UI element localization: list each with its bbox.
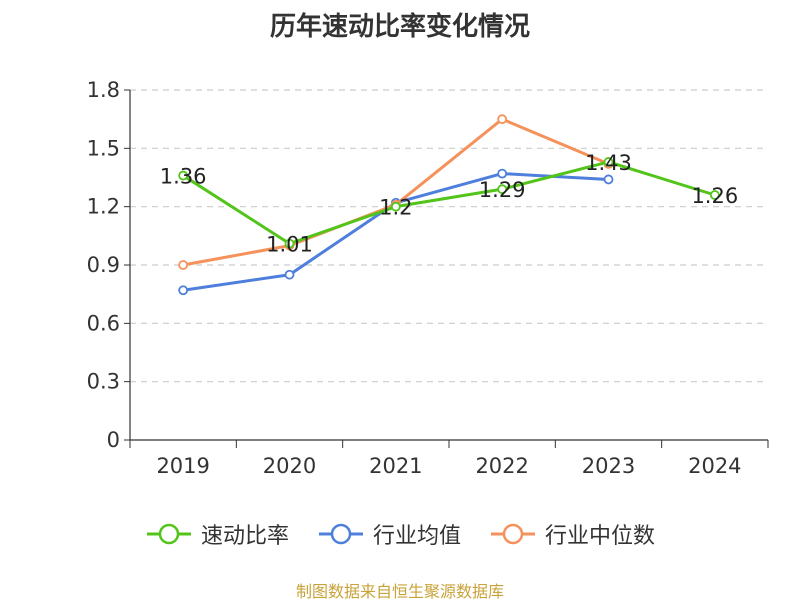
- series-line: [182, 117, 610, 267]
- y-tick-label: 0.3: [87, 370, 120, 394]
- data-point: [390, 201, 401, 212]
- y-tick-label: 1.8: [87, 78, 120, 102]
- data-label: 1.36: [160, 165, 207, 189]
- data-point: [284, 238, 295, 249]
- data-point: [603, 157, 614, 167]
- y-tick-label: 0.6: [87, 311, 120, 335]
- x-tick-label: 2022: [475, 454, 528, 478]
- x-tick-label: 2024: [688, 454, 741, 478]
- legend-item[interactable]: 行业均值: [317, 518, 461, 550]
- x-tick-label: 2020: [263, 454, 316, 478]
- data-point: [603, 174, 614, 185]
- data-point: [284, 269, 295, 280]
- legend-item[interactable]: 行业中位数: [489, 518, 655, 550]
- legend-label: 行业中位数: [545, 524, 656, 549]
- data-point: [178, 170, 189, 181]
- y-tick-label: 1.5: [87, 136, 120, 160]
- data-label: 1.2: [379, 196, 412, 220]
- data-point: [178, 285, 189, 296]
- legend-marker: [330, 523, 352, 545]
- legend-item[interactable]: 速动比率: [145, 518, 289, 550]
- legend-swatch: [318, 523, 363, 545]
- x-tick-label: 2021: [369, 454, 422, 478]
- legend-swatch: [146, 523, 191, 545]
- data-point: [709, 190, 720, 200]
- legend-label: 行业均值: [372, 524, 461, 549]
- series-line: [182, 160, 716, 246]
- series-line: [182, 172, 609, 292]
- y-tick-label: 1.2: [87, 195, 120, 219]
- x-tick-label: 2019: [156, 454, 209, 478]
- data-label: 1.26: [691, 184, 738, 208]
- data-point: [497, 184, 508, 195]
- data-label: 1.43: [585, 151, 632, 175]
- y-tick-label: 0: [107, 428, 120, 452]
- data-label: 1.29: [479, 178, 526, 202]
- data-point: [497, 168, 508, 179]
- data-point: [178, 260, 189, 270]
- x-tick-label: 2023: [582, 454, 635, 478]
- legend-marker: [158, 523, 180, 545]
- source-note: 制图数据来自恒生聚源数据库: [295, 582, 504, 601]
- y-tick-label: 0.9: [87, 253, 120, 277]
- data-label: 1.01: [266, 233, 313, 257]
- chart-title: 历年速动比率变化情况: [269, 12, 530, 42]
- legend-label: 速动比率: [200, 524, 289, 549]
- legend: 速动比率 行业均值 行业中位数: [0, 518, 800, 550]
- legend-swatch: [491, 523, 535, 545]
- data-point: [497, 114, 508, 125]
- legend-marker: [502, 523, 524, 545]
